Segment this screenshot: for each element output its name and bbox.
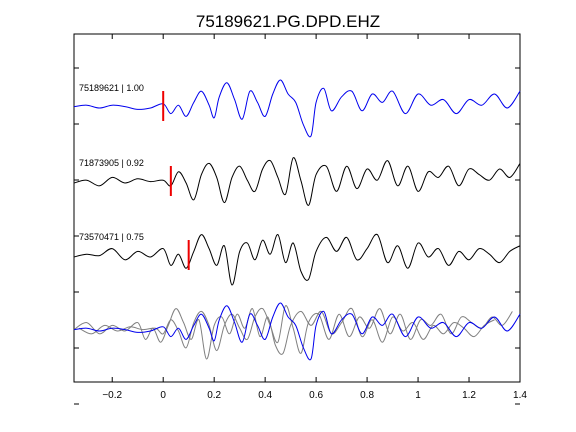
x-tick-label: 0.6 <box>309 390 323 401</box>
trace-labels: 75189621 | 1.00 71873905 | 0.92 73570471 |… <box>79 83 144 242</box>
traces <box>73 79 521 286</box>
trace-label: 73570471 | 0.75 <box>79 232 144 242</box>
x-tick-label: 0.2 <box>207 390 221 401</box>
x-tick-label: 0.4 <box>258 390 272 401</box>
chart-title: 75189621.PG.DPD.EHZ <box>196 12 380 31</box>
overlay-traces <box>73 302 521 361</box>
pick-markers <box>162 91 190 270</box>
x-tick-label: −0.2 <box>102 390 122 401</box>
x-tick-label: 0.8 <box>360 390 374 401</box>
x-tick-label: 1 <box>415 390 421 401</box>
x-tick-label: 0 <box>160 390 166 401</box>
overlay-line <box>73 307 495 360</box>
y-ticks <box>74 67 520 405</box>
x-tick-label: 1.2 <box>462 390 476 401</box>
trace-label: 75189621 | 1.00 <box>79 83 144 93</box>
plot-frame <box>73 33 521 383</box>
overlay-line <box>78 305 513 354</box>
trace-line <box>73 233 521 286</box>
x-tick-label: 1.4 <box>513 390 527 401</box>
x-ticks: −0.2 0 0.2 0.4 0.6 0.8 1 1.2 1.4 <box>102 34 527 401</box>
trace-label: 71873905 | 0.92 <box>79 158 144 168</box>
trace-line <box>73 79 521 138</box>
overlay-line <box>73 302 521 361</box>
